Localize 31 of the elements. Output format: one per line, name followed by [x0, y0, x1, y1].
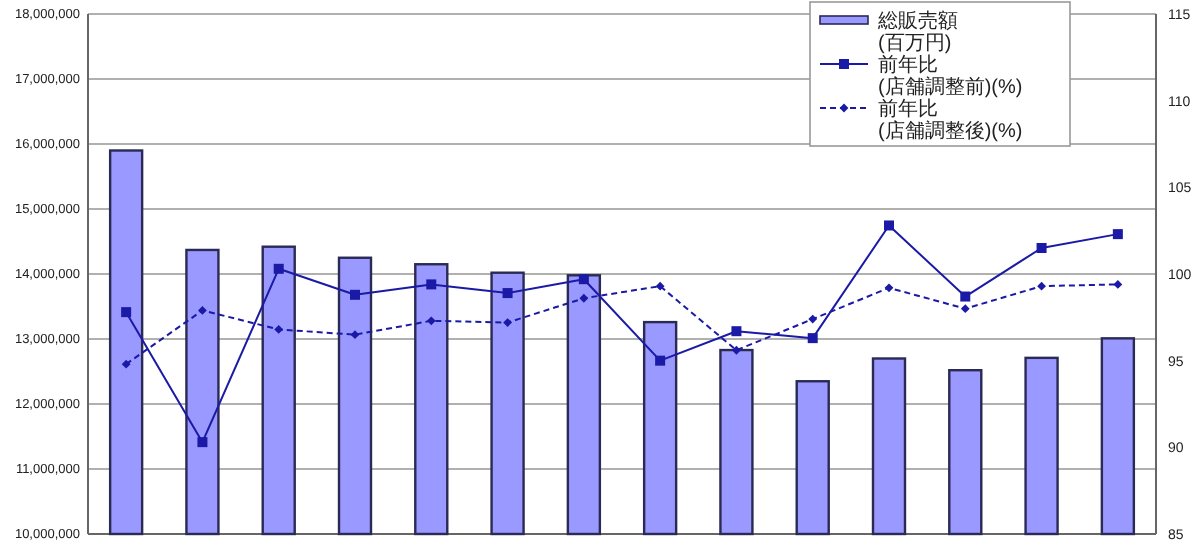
point [121, 307, 132, 318]
point [350, 330, 360, 340]
point [1113, 280, 1123, 289]
point [1037, 281, 1046, 291]
point [808, 314, 818, 324]
point [350, 289, 360, 300]
point [579, 293, 589, 303]
point [960, 291, 971, 302]
legend-label: 前年比 (店舗調整前)(%) [878, 53, 1023, 99]
point [426, 316, 436, 326]
point [807, 333, 818, 344]
point [274, 325, 284, 334]
point [121, 359, 131, 369]
point [655, 355, 666, 366]
point [578, 274, 589, 285]
point [655, 281, 665, 291]
point [198, 306, 207, 315]
point [960, 304, 970, 314]
legend-label: 前年比 (店舗調整後)(%) [878, 97, 1023, 143]
point [273, 263, 284, 274]
point [884, 220, 894, 231]
point [426, 279, 437, 290]
legend-label: 総販売額 (百万円) [876, 9, 958, 55]
point [731, 326, 742, 337]
point [1112, 229, 1123, 240]
point [502, 288, 513, 299]
point [197, 437, 208, 448]
point [1036, 243, 1047, 253]
point [884, 283, 894, 293]
point [503, 318, 512, 327]
point [732, 345, 741, 355]
